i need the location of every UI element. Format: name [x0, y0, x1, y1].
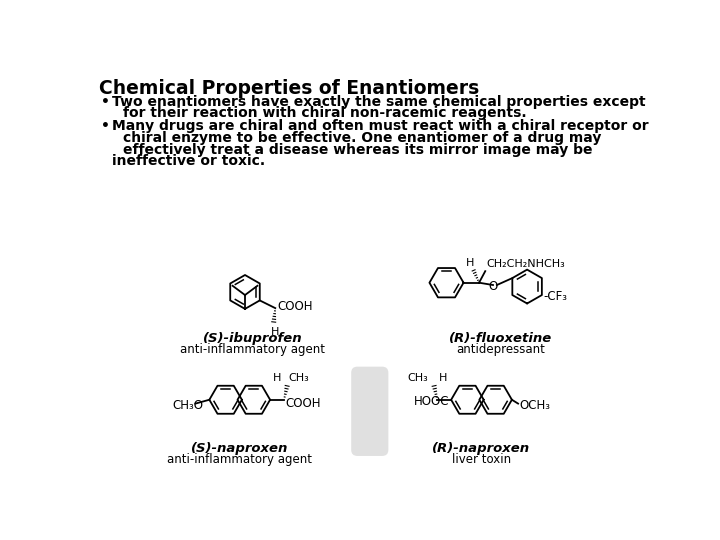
- Text: anti-inflammatory agent: anti-inflammatory agent: [180, 343, 325, 356]
- Text: effectively treat a disease whereas its mirror image may be: effectively treat a disease whereas its …: [122, 143, 592, 157]
- Text: liver toxin: liver toxin: [452, 453, 511, 466]
- Text: (R)-naproxen: (R)-naproxen: [433, 442, 531, 455]
- Text: (S)-naproxen: (S)-naproxen: [191, 442, 289, 455]
- Text: COOH: COOH: [278, 300, 313, 313]
- Text: H: H: [438, 373, 447, 383]
- Text: Two enantiomers have exactly the same chemical properties except: Two enantiomers have exactly the same ch…: [112, 95, 645, 109]
- Text: chiral enzyme to be effective. One enantiomer of a drug may: chiral enzyme to be effective. One enant…: [122, 131, 601, 145]
- Text: antidepressant: antidepressant: [456, 343, 545, 356]
- Text: Many drugs are chiral and often must react with a chiral receptor or: Many drugs are chiral and often must rea…: [112, 119, 648, 133]
- Text: Chemical Properties of Enantiomers: Chemical Properties of Enantiomers: [99, 79, 480, 98]
- Text: -CF₃: -CF₃: [544, 290, 567, 303]
- Text: COOH: COOH: [286, 397, 321, 410]
- Text: CH₃: CH₃: [407, 373, 428, 383]
- Text: CH₃: CH₃: [288, 373, 309, 383]
- Text: OCH₃: OCH₃: [520, 400, 551, 413]
- Text: ineffective or toxic.: ineffective or toxic.: [112, 154, 265, 168]
- Text: CH₂CH₂NHCH₃: CH₂CH₂NHCH₃: [487, 259, 565, 269]
- Text: •: •: [101, 119, 109, 133]
- FancyBboxPatch shape: [351, 367, 388, 456]
- Text: CH₃O: CH₃O: [172, 400, 203, 413]
- Text: H: H: [467, 258, 474, 268]
- Text: (R)-fluoxetine: (R)-fluoxetine: [449, 332, 552, 345]
- Text: HOOC: HOOC: [414, 395, 449, 408]
- Text: •: •: [101, 95, 109, 109]
- Text: H: H: [273, 373, 281, 383]
- Text: anti-inflammatory agent: anti-inflammatory agent: [167, 453, 312, 466]
- Text: (S)-ibuprofen: (S)-ibuprofen: [203, 332, 302, 345]
- Text: H: H: [271, 327, 279, 336]
- Text: O: O: [488, 280, 498, 293]
- Text: for their reaction with chiral non-racemic reagents.: for their reaction with chiral non-racem…: [122, 106, 526, 120]
